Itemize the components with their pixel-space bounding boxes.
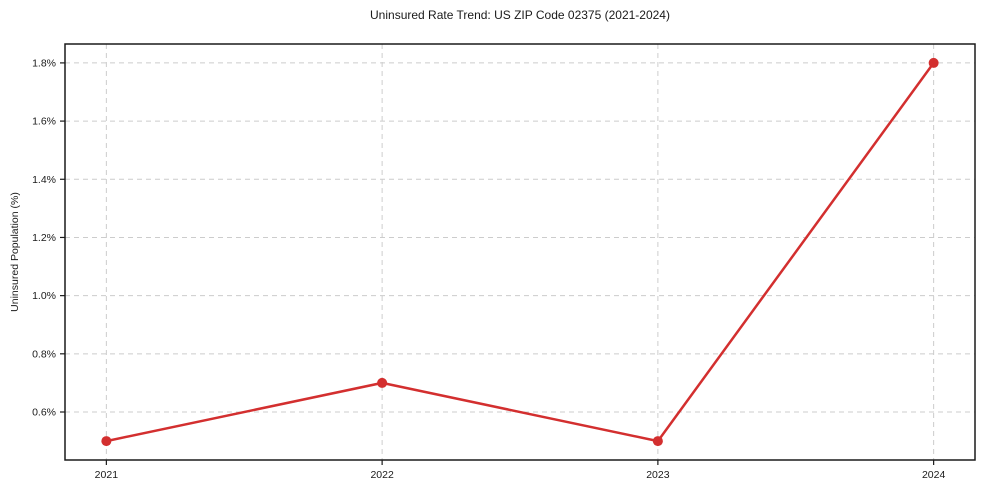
chart-title: Uninsured Rate Trend: US ZIP Code 02375 … — [370, 8, 670, 22]
data-point — [377, 377, 388, 388]
x-tick-label: 2024 — [922, 469, 946, 481]
x-tick-label: 2021 — [95, 469, 119, 481]
data-line — [105, 61, 935, 443]
y-tick-label: 1.2% — [32, 232, 56, 244]
y-tick-label: 0.6% — [32, 407, 56, 419]
y-tick-label: 0.8% — [32, 348, 56, 360]
y-tick-label: 1.6% — [32, 116, 56, 128]
data-point — [101, 436, 112, 447]
x-tick-label: 2022 — [370, 469, 394, 481]
y-axis-label: Uninsured Population (%) — [9, 192, 21, 312]
y-tick-label: 1.0% — [32, 290, 56, 302]
y-tick-label: 1.4% — [32, 174, 56, 186]
y-tick-label: 1.8% — [32, 57, 56, 69]
plot-frame — [64, 43, 976, 461]
x-tick-label: 2023 — [646, 469, 670, 481]
data-point — [928, 57, 939, 68]
data-point — [652, 436, 663, 447]
